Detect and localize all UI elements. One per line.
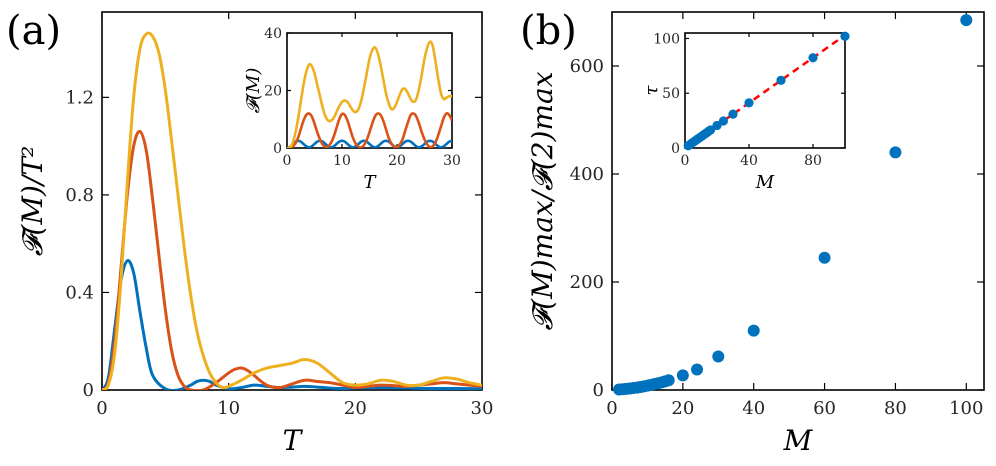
panel-a-inset-xtick-label: 20 xyxy=(388,153,406,169)
panel-b-point xyxy=(818,251,831,264)
panel-b-inset-ylabel: τ xyxy=(641,84,662,95)
panel-b-xtick-label: 80 xyxy=(884,398,907,419)
panel-a-inset-ytick-label: 20 xyxy=(264,84,282,100)
panel-a-xtick-label: 0 xyxy=(96,398,107,419)
panel-a-chart: 0 10 20 30 0 0.4 0.8 1.2 T 𝓕(M)/T² xyxy=(16,11,494,457)
panel-a-inset-chart: 0 10 20 30 0 20 40 T 𝓕(M) xyxy=(243,26,461,193)
panel-a-inset-xtick-label: 10 xyxy=(333,153,351,169)
panel-b-inset-axes-box xyxy=(684,32,846,149)
panel-b-xlabel: M xyxy=(783,424,814,457)
panel-b-point xyxy=(712,350,725,363)
panel-a-axes-box xyxy=(101,11,483,391)
panel-b-inset-chart: 0 40 80 0 50 100 Mτ xyxy=(641,31,850,193)
panel-a-inset-ytick-label: 40 xyxy=(264,26,282,42)
panel-b-point xyxy=(662,374,675,387)
panel-b-point xyxy=(960,14,973,27)
panel-b-ytick-label: 0 xyxy=(593,380,604,401)
panel-a-inset-ylabel: 𝓕(M) xyxy=(243,68,264,114)
panel-a-ytick-label: 0.4 xyxy=(65,282,94,303)
panel-a-xtick-label: 30 xyxy=(471,398,494,419)
panel-a-series-red xyxy=(102,129,482,390)
panel-b-ytick-label: 200 xyxy=(570,272,604,293)
panel-b-inset-point xyxy=(744,98,754,108)
panel-b-ytick-label: 600 xyxy=(570,56,604,77)
panel-b-inset-point xyxy=(712,120,722,131)
panel-a-inset-series-yellow xyxy=(287,40,452,148)
panel-b-inset-point xyxy=(840,31,850,41)
panel-b-point xyxy=(691,363,704,376)
panel-b-xtick-label: 40 xyxy=(742,398,765,419)
panel-a-ytick-label: 0.8 xyxy=(65,185,94,206)
panel-a-inset-xlabel: T xyxy=(363,172,377,193)
panel-a-inset-series-red xyxy=(287,112,452,148)
panel-b-inset-ytick-label: 100 xyxy=(653,31,680,47)
panel-b-inset-xlabel: M xyxy=(755,172,775,193)
panel-b-inset-xtick-label: 80 xyxy=(804,153,822,169)
panel-b-inset-point xyxy=(706,125,716,135)
panel-a-inset-xtick-label: 0 xyxy=(283,153,292,169)
panel-b-point xyxy=(747,324,760,337)
panel-b-inset-point xyxy=(776,75,786,85)
panel-a-xlabel: T xyxy=(283,424,304,457)
panel-b-inset-point xyxy=(728,109,738,119)
panel-b-inset-point xyxy=(808,53,818,63)
panel-a-xtick-label: 20 xyxy=(344,398,367,419)
panel-b-inset-point xyxy=(718,116,729,126)
panel-b-inset-xtick-label: 0 xyxy=(681,153,690,169)
panel-b-inset-xtick-label: 40 xyxy=(740,153,758,169)
panel-b-ytick-label: 400 xyxy=(570,164,604,185)
panel-b-inset-ytick-label: 0 xyxy=(671,141,680,157)
panel-a-ytick-label: 1.2 xyxy=(65,87,94,108)
panel-a-series-blue xyxy=(102,259,482,390)
panel-a-ylabel: 𝓕(M)/T² xyxy=(16,146,49,257)
panel-b-inset-ytick-label: 50 xyxy=(662,86,680,102)
panel-label-b: (b) xyxy=(520,8,577,54)
panel-b-axes-box xyxy=(611,11,985,391)
panel-a-inset-series-blue xyxy=(287,139,452,148)
panel-b-point xyxy=(889,146,902,159)
panel-b-ylabel: 𝓕(M)max/𝓕(2)max xyxy=(526,71,559,330)
panel-b-xtick-label: 100 xyxy=(949,398,983,419)
panel-a-series-yellow xyxy=(102,31,482,390)
panel-b-xtick-label: 0 xyxy=(606,398,617,419)
panel-a-inset-xtick-label: 30 xyxy=(443,153,461,169)
panel-a-ytick-label: 0 xyxy=(83,380,94,401)
panel-b-inset-fit-line xyxy=(684,34,846,150)
panel-label-a: (a) xyxy=(6,8,61,54)
panel-b-xtick-label: 60 xyxy=(813,398,836,419)
panel-b-point xyxy=(676,369,689,382)
panel-a-inset-ytick-label: 0 xyxy=(273,141,282,157)
panel-b-xtick-label: 20 xyxy=(671,398,694,419)
panel-a-xtick-label: 10 xyxy=(217,398,240,419)
